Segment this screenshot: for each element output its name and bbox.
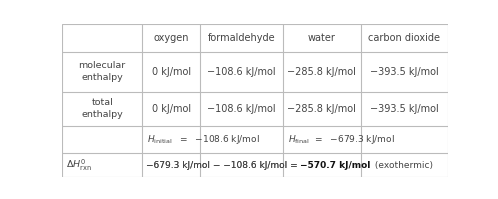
Text: −108.6 kJ/mol: −108.6 kJ/mol (207, 67, 276, 77)
Text: formaldehyde: formaldehyde (208, 33, 275, 43)
Text: oxygen: oxygen (153, 33, 189, 43)
Text: $\Delta \mathit{H}^0_\mathregular{rxn}$: $\Delta \mathit{H}^0_\mathregular{rxn}$ (66, 158, 92, 173)
Text: 0 kJ/mol: 0 kJ/mol (151, 67, 191, 77)
Text: $\mathit{H}_\mathregular{final}$: $\mathit{H}_\mathregular{final}$ (288, 133, 310, 146)
Text: −679.3 kJ/mol − −108.6 kJ/mol =: −679.3 kJ/mol − −108.6 kJ/mol = (0, 198, 1, 199)
Text: −570.7 kJ/mol: −570.7 kJ/mol (300, 161, 371, 170)
Text: $\mathit{H}_\mathregular{initial}$: $\mathit{H}_\mathregular{initial}$ (147, 133, 172, 146)
Text: −108.6 kJ/mol: −108.6 kJ/mol (207, 104, 276, 114)
Text: carbon dioxide: carbon dioxide (369, 33, 440, 43)
Text: −285.8 kJ/mol: −285.8 kJ/mol (287, 104, 356, 114)
Text: −679.3 kJ/mol − −108.6 kJ/mol =: −679.3 kJ/mol − −108.6 kJ/mol = (146, 161, 300, 170)
Text: (exothermic): (exothermic) (373, 161, 433, 170)
Text: $=$  $-$108.6 kJ/mol: $=$ $-$108.6 kJ/mol (178, 133, 259, 146)
Text: −393.5 kJ/mol: −393.5 kJ/mol (370, 104, 439, 114)
Text: 0 kJ/mol: 0 kJ/mol (151, 104, 191, 114)
Text: water: water (308, 33, 336, 43)
Text: total
enthalpy: total enthalpy (81, 98, 123, 119)
Text: molecular
enthalpy: molecular enthalpy (79, 61, 126, 82)
Text: −393.5 kJ/mol: −393.5 kJ/mol (370, 67, 439, 77)
Text: −679.3 kJ/mol − −108.6 kJ/mol =: −679.3 kJ/mol − −108.6 kJ/mol = (146, 161, 300, 170)
Text: $=$  $-$679.3 kJ/mol: $=$ $-$679.3 kJ/mol (313, 133, 394, 146)
Text: −285.8 kJ/mol: −285.8 kJ/mol (287, 67, 356, 77)
